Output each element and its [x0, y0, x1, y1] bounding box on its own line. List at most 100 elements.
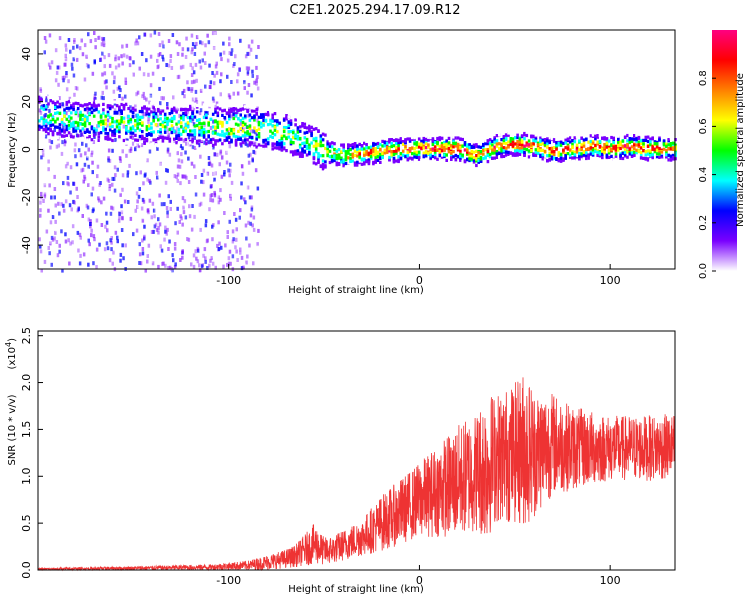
heatmap-ridge-cell — [47, 121, 50, 125]
heatmap-noise-cell — [164, 180, 168, 185]
heatmap-ridge-cell — [38, 119, 41, 123]
heatmap-noise-cell — [102, 96, 105, 101]
heatmap-ridge-cell — [202, 135, 206, 139]
heatmap-noise-cell — [202, 168, 206, 173]
heatmap-ridge-cell — [463, 142, 467, 146]
heatmap-noise-cell — [157, 217, 160, 222]
heatmap-noise-cell — [131, 250, 135, 255]
heatmap-x-ticks: -100 0 100 — [216, 264, 621, 287]
heatmap-noise-cell — [156, 65, 159, 70]
heatmap-noise-cell — [203, 77, 206, 82]
heatmap-noise-cell — [75, 234, 79, 239]
heatmap-noise-cell — [56, 250, 59, 255]
heatmap-ridge-cell — [520, 134, 524, 138]
heatmap-noise-cell — [62, 260, 65, 265]
heatmap-noise-cell — [230, 80, 233, 84]
colorbar-tick-label: 0.8 — [698, 70, 709, 86]
heatmap-ridge-cell — [660, 158, 664, 162]
heatmap-ridge-cell — [273, 142, 277, 146]
heatmap-ridge-cell — [495, 155, 499, 159]
heatmap-ridge-cell — [342, 148, 345, 153]
heatmap-noise-cell — [251, 121, 254, 126]
heatmap-ridge-cell — [205, 138, 208, 142]
heatmap-noise-cell — [215, 61, 218, 66]
heatmap-noise-cell — [226, 235, 229, 239]
heatmap-noise-cell — [212, 98, 216, 103]
heatmap-ridge-cell — [646, 157, 650, 161]
heatmap-ridge-cell — [58, 102, 62, 106]
heatmap-ridge-cell — [466, 144, 469, 148]
heatmap-ridge-cell — [51, 100, 55, 104]
heatmap-ridge-cell — [635, 151, 638, 155]
heatmap-noise-cell — [181, 146, 184, 151]
heatmap-noise-cell — [118, 85, 121, 90]
heatmap-ridge-cell — [65, 124, 69, 128]
heatmap-noise-cell — [126, 170, 130, 175]
heatmap-noise-cell — [125, 98, 128, 103]
heatmap-ridge-cell — [147, 107, 151, 111]
heatmap-ridge-cell — [454, 153, 458, 158]
heatmap-noise-cell — [177, 265, 181, 270]
heatmap-ridge-cell — [534, 139, 538, 143]
heatmap-ridge-cell — [205, 130, 208, 134]
heatmap-noise-cell — [118, 156, 122, 160]
heatmap-ridge-cell — [40, 98, 43, 102]
heatmap-ridge-cell — [317, 142, 320, 146]
heatmap-noise-cell — [105, 63, 109, 68]
heatmap-noise-cell — [191, 42, 195, 47]
heatmap-noise-cell — [62, 181, 65, 186]
heatmap-ridge-cell — [669, 142, 673, 146]
heatmap-ridge-cell — [443, 153, 446, 157]
heatmap-ridge-cell — [420, 146, 423, 150]
heatmap-noise-cell — [62, 208, 66, 213]
heatmap-noise-cell — [234, 100, 237, 105]
heatmap-ridge-cell — [301, 147, 304, 151]
heatmap-noise-cell — [166, 102, 169, 106]
heatmap-noise-cell — [214, 128, 217, 133]
heatmap-noise-cell — [202, 253, 205, 258]
heatmap-ridge-cell — [191, 103, 194, 107]
heatmap-ridge-cell — [651, 156, 654, 160]
heatmap-ridge-cell — [253, 106, 256, 110]
heatmap-ridge-cell — [495, 134, 499, 138]
heatmap-ridge-cell — [385, 137, 389, 141]
heatmap-ridge-cell — [216, 120, 220, 124]
heatmap-ridge-cell — [257, 132, 261, 136]
heatmap-noise-cell — [120, 210, 124, 215]
heatmap-noise-cell — [213, 46, 216, 51]
heatmap-noise-cell — [175, 175, 178, 179]
heatmap-noise-cell — [47, 159, 50, 164]
heatmap-ridge-cell — [621, 145, 625, 149]
heatmap-noise-cell — [141, 98, 144, 103]
heatmap-ridge-cell — [598, 154, 602, 158]
heatmap-ridge-cell — [390, 153, 393, 157]
heatmap-ridge-cell — [141, 123, 144, 127]
heatmap-ridge-cell — [461, 144, 464, 148]
heatmap-noise-cell — [212, 171, 215, 176]
heatmap-noise-cell — [69, 190, 72, 195]
heatmap-ridge-cell — [223, 133, 226, 137]
heatmap-ridge-cell — [298, 129, 302, 133]
heatmap-ridge-cell — [440, 144, 444, 148]
heatmap-noise-cell — [113, 108, 117, 113]
heatmap-ridge-cell — [264, 119, 268, 123]
heatmap-noise-cell — [179, 258, 182, 262]
heatmap-ridge-cell — [42, 121, 46, 126]
heatmap-noise-cell — [181, 47, 185, 52]
heatmap-ridge-cell — [655, 142, 659, 146]
heatmap-ridge-cell — [106, 137, 110, 141]
heatmap-noise-cell — [181, 52, 184, 57]
heatmap-ridge-cell — [374, 153, 377, 157]
heatmap-ridge-cell — [278, 147, 281, 151]
heatmap-ridge-cell — [170, 130, 174, 135]
heatmap-ridge-cell — [488, 138, 492, 142]
heatmap-ridge-cell — [282, 134, 286, 138]
heatmap-ridge-cell — [152, 115, 155, 119]
heatmap-noise-cell — [62, 78, 65, 83]
snr-y-ticks: 0.00.51.01.52.02.5 — [20, 327, 43, 579]
heatmap-ridge-cell — [660, 154, 664, 158]
heatmap-noise-cell — [91, 71, 95, 76]
heatmap-ridge-cell — [108, 99, 112, 103]
heatmap-noise-cell — [248, 245, 252, 249]
heatmap-noise-cell — [77, 113, 81, 118]
